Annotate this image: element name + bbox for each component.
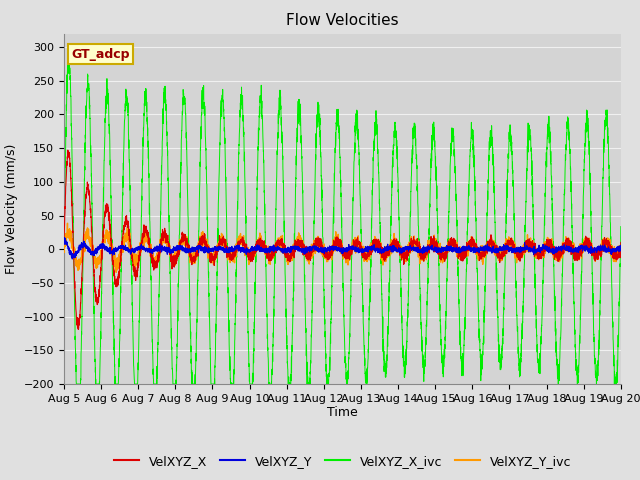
Text: GT_adcp: GT_adcp [71,48,130,60]
VelXYZ_X [161,230,168,236]
VelXYZ_X [64,147,72,153]
VelXYZ_X_ivc [72,381,80,387]
VelXYZ_Y_ivc [436,249,444,254]
VelXYZ_Y_ivc [161,240,168,245]
VelXYZ_X_ivc [499,326,507,332]
VelXYZ_Y [468,245,476,251]
VelXYZ_X_ivc [436,323,444,328]
Title: Flow Velocities: Flow Velocities [286,13,399,28]
VelXYZ_Y [322,247,330,252]
VelXYZ_Y_ivc [113,269,120,275]
Y-axis label: Flow Velocity (mm/s): Flow Velocity (mm/s) [5,144,18,274]
VelXYZ_Y [499,244,507,250]
X-axis label: Time: Time [327,407,358,420]
VelXYZ_Y_ivc [499,254,507,260]
VelXYZ_Y [617,248,625,253]
VelXYZ_Y_ivc [63,220,71,226]
VelXYZ_X [499,254,507,260]
VelXYZ_X [617,240,625,245]
VelXYZ_Y [616,248,624,253]
Line: VelXYZ_Y_ivc: VelXYZ_Y_ivc [64,223,621,272]
Line: VelXYZ_Y: VelXYZ_Y [64,238,621,259]
VelXYZ_X_ivc [65,52,72,58]
VelXYZ_Y_ivc [616,248,624,254]
VelXYZ_X_ivc [616,251,624,257]
VelXYZ_X [60,238,68,243]
Line: VelXYZ_X_ivc: VelXYZ_X_ivc [64,55,621,384]
VelXYZ_Y [60,235,68,240]
VelXYZ_X_ivc [322,351,330,357]
VelXYZ_Y_ivc [617,248,625,253]
VelXYZ_X [436,252,444,258]
VelXYZ_X_ivc [60,248,68,253]
VelXYZ_Y [60,236,68,242]
VelXYZ_Y [68,256,76,262]
VelXYZ_X_ivc [161,99,168,105]
VelXYZ_Y_ivc [322,250,330,255]
VelXYZ_Y [436,248,444,254]
VelXYZ_X [74,326,82,332]
VelXYZ_Y_ivc [468,234,476,240]
VelXYZ_X_ivc [617,224,625,229]
VelXYZ_X [616,255,624,261]
VelXYZ_X [468,245,476,251]
VelXYZ_X_ivc [468,120,476,125]
Legend: VelXYZ_X, VelXYZ_Y, VelXYZ_X_ivc, VelXYZ_Y_ivc: VelXYZ_X, VelXYZ_Y, VelXYZ_X_ivc, VelXYZ… [109,450,576,473]
VelXYZ_Y_ivc [60,242,68,248]
VelXYZ_X [322,252,330,258]
VelXYZ_Y [161,247,168,253]
Line: VelXYZ_X: VelXYZ_X [64,150,621,329]
